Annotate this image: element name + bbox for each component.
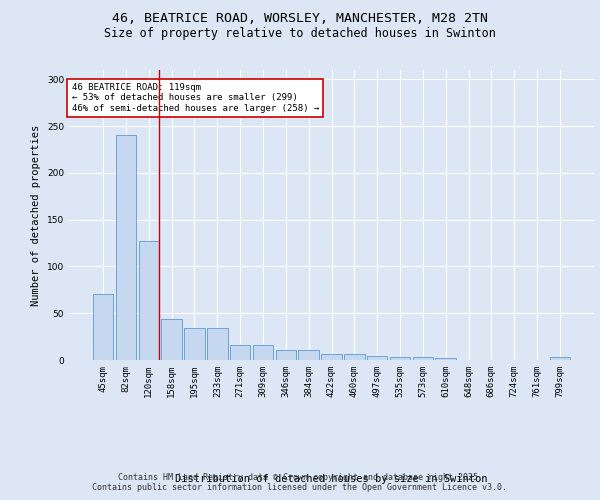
- Text: 46 BEATRICE ROAD: 119sqm
← 53% of detached houses are smaller (299)
46% of semi-: 46 BEATRICE ROAD: 119sqm ← 53% of detach…: [71, 83, 319, 113]
- Bar: [93, 294, 113, 360]
- X-axis label: Distribution of detached houses by size in Swinton: Distribution of detached houses by size …: [175, 474, 488, 484]
- Text: Contains HM Land Registry data © Crown copyright and database right 2025.
Contai: Contains HM Land Registry data © Crown c…: [92, 473, 508, 492]
- Bar: [367, 356, 388, 360]
- Bar: [298, 350, 319, 360]
- Bar: [184, 328, 205, 360]
- Bar: [139, 241, 159, 360]
- Bar: [321, 354, 342, 360]
- Bar: [344, 354, 365, 360]
- Text: Size of property relative to detached houses in Swinton: Size of property relative to detached ho…: [104, 28, 496, 40]
- Bar: [207, 328, 227, 360]
- Bar: [253, 345, 273, 360]
- Bar: [390, 357, 410, 360]
- Bar: [116, 134, 136, 360]
- Bar: [436, 358, 456, 360]
- Bar: [550, 357, 570, 360]
- Bar: [275, 350, 296, 360]
- Text: 46, BEATRICE ROAD, WORSLEY, MANCHESTER, M28 2TN: 46, BEATRICE ROAD, WORSLEY, MANCHESTER, …: [112, 12, 488, 26]
- Bar: [230, 345, 250, 360]
- Bar: [161, 319, 182, 360]
- Bar: [413, 357, 433, 360]
- Y-axis label: Number of detached properties: Number of detached properties: [31, 124, 41, 306]
